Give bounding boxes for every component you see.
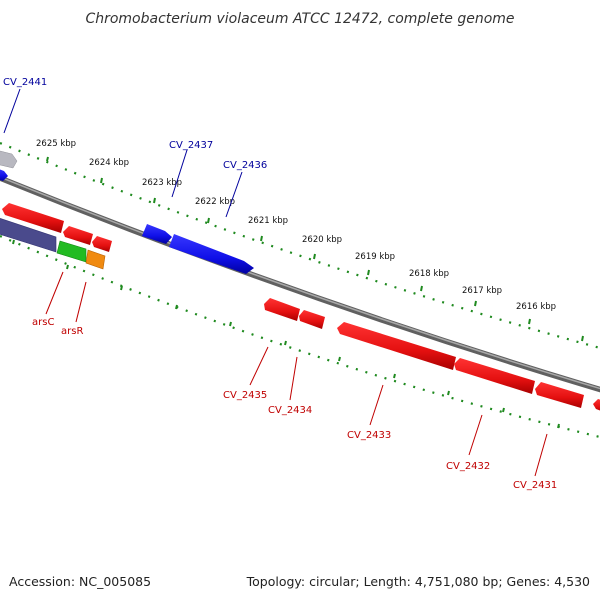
gene-arsC[interactable] (56, 240, 87, 263)
inner-tick-ring (0, 234, 600, 439)
kbp-label: 2619 kbp (355, 252, 395, 262)
leader-cv2433 (369, 384, 384, 426)
gene-reverse-partial[interactable] (593, 399, 600, 412)
outer-major-ticks (46, 156, 584, 342)
gene-cv2431[interactable] (535, 382, 584, 408)
gene-label-cv2434: CV_2434 (268, 405, 312, 416)
gene-cv2433[interactable] (337, 322, 456, 370)
gene-ars-red-1[interactable] (2, 203, 64, 233)
gene-ars-red-3[interactable] (92, 236, 112, 252)
leader-cv2431 (534, 433, 548, 477)
leader-cv2432 (468, 414, 483, 456)
gene-ars-dark[interactable] (0, 217, 57, 253)
kbp-label: 2623 kbp (142, 178, 182, 188)
kbp-label: 2617 kbp (462, 286, 502, 296)
leader-cv2437 (171, 149, 188, 198)
gene-label-arsR: arsR (61, 326, 83, 337)
gene-ars-red-2[interactable] (63, 226, 93, 245)
inner-major-ticks (12, 239, 560, 429)
topology-text: Topology: circular; Length: 4,751,080 bp… (246, 574, 590, 589)
kbp-label: 2622 kbp (195, 197, 235, 207)
kbp-label: 2621 kbp (248, 216, 288, 226)
kbp-label: 2620 kbp (302, 235, 342, 245)
leader-arsR (75, 281, 87, 323)
gene-label-arsC: arsC (32, 317, 54, 328)
map-title: Chromobacterium violaceum ATCC 12472, co… (85, 11, 514, 27)
gene-label-cv2431: CV_2431 (513, 480, 557, 491)
leader-arsC (45, 271, 64, 315)
gene-cv2435[interactable] (264, 298, 300, 321)
gene-label-cv2432: CV_2432 (446, 461, 490, 472)
gene-cv2434[interactable] (299, 310, 325, 329)
kbp-label: 2624 kbp (89, 158, 129, 168)
gene-label-cv2436: CV_2436 (223, 160, 267, 171)
gene-label-cv2441: CV_2441 (3, 77, 47, 88)
kbp-label: 2616 kbp (516, 302, 556, 312)
gene-label-cv2435: CV_2435 (223, 390, 267, 401)
kbp-label: 2625 kbp (36, 139, 76, 149)
gene-cv2441-pseudo[interactable] (0, 150, 18, 169)
leader-cv2436 (225, 171, 243, 218)
gene-cv2436[interactable] (169, 234, 254, 274)
gene-cv2432[interactable] (454, 358, 535, 394)
accession-text: Accession: NC_005085 (9, 574, 151, 589)
gene-label-cv2437: CV_2437 (169, 140, 213, 151)
leader-cv2434 (289, 356, 298, 401)
gene-label-cv2433: CV_2433 (347, 430, 391, 441)
gene-cv2437[interactable] (142, 224, 172, 244)
outer-tick-ring (0, 141, 600, 350)
kbp-label: 2618 kbp (409, 269, 449, 279)
gene-forward-partial[interactable] (0, 168, 8, 181)
genome-backbone (0, 175, 600, 393)
gene-arsR[interactable] (85, 249, 106, 270)
leader-cv2441 (3, 88, 21, 134)
leader-cv2435 (249, 346, 269, 386)
